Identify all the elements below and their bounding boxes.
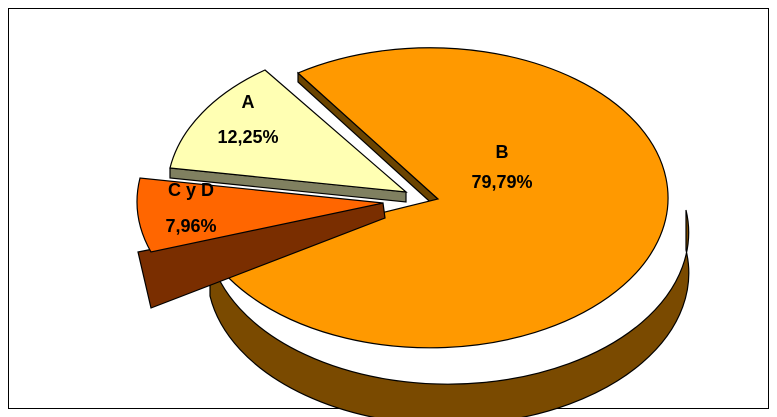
slice-A-top [169, 69, 408, 193]
slice-CyD: C y D 7,96% [136, 177, 386, 309]
slice-CyD-name: C y D [168, 180, 214, 200]
slice-B-name: B [496, 142, 509, 162]
slice-A-value: 12,25% [217, 127, 278, 147]
slice-CyD-top [136, 177, 384, 253]
slice-A: A 12,25% [169, 69, 408, 203]
slice-CyD-value: 7,96% [165, 216, 216, 236]
slice-B-top [209, 47, 669, 349]
slice-A-name: A [242, 92, 255, 112]
slice-B-value: 79,79% [471, 172, 532, 192]
slice-B-side [209, 209, 690, 417]
slice-B: B 79,79% [209, 47, 690, 417]
